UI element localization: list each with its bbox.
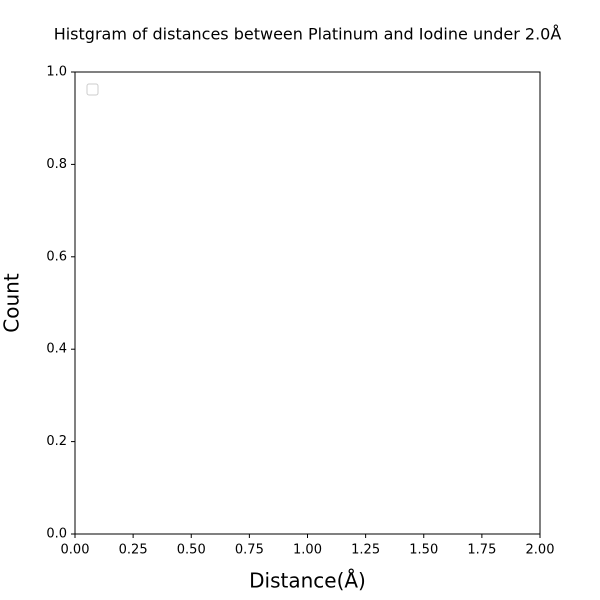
x-tick-label: 0.25	[119, 543, 148, 558]
y-tick-label: 0.4	[46, 342, 67, 357]
chart-title: Histgram of distances between Platinum a…	[54, 25, 562, 44]
y-axis-label: Count	[0, 273, 24, 333]
x-tick-label: 1.50	[409, 543, 438, 558]
y-tick-label: 0.8	[46, 157, 67, 172]
x-tick-label: 1.00	[293, 543, 322, 558]
legend-box	[86, 83, 99, 96]
y-tick-label: 1.0	[46, 65, 67, 80]
y-tick-label: 0.0	[46, 527, 67, 542]
x-tick-label: 0.75	[235, 543, 264, 558]
x-tick-label: 2.00	[526, 543, 555, 558]
plot-frame	[74, 71, 541, 535]
x-tick-label: 1.25	[351, 543, 380, 558]
x-tick-label: 0.00	[61, 543, 90, 558]
x-tick-label: 1.75	[467, 543, 496, 558]
y-tick-label: 0.2	[46, 434, 67, 449]
x-tick-label: 0.50	[177, 543, 206, 558]
y-tick-label: 0.6	[46, 249, 67, 264]
x-axis-label: Distance(Å)	[249, 569, 366, 593]
